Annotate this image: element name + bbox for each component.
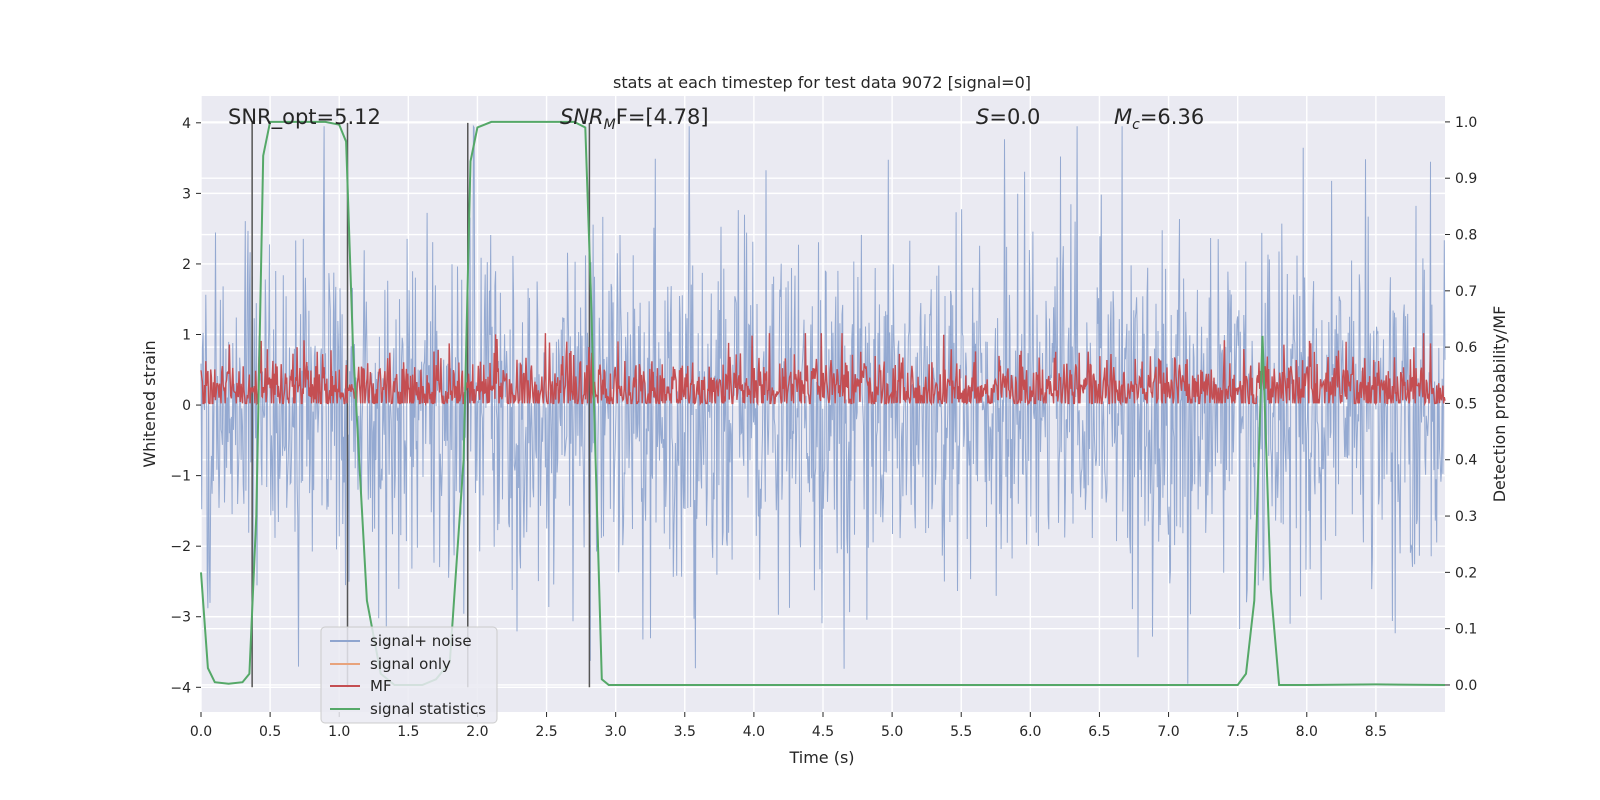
grid	[200, 96, 1445, 712]
legend-box	[320, 626, 498, 724]
x-tick-label: 3.0	[605, 724, 627, 740]
y-right-tick-label: 0.2	[1455, 565, 1477, 581]
y-tick-label: 0	[182, 398, 191, 414]
y-tick-label: −4	[170, 680, 191, 696]
annotation-s-symbol: S	[976, 105, 989, 129]
y-tick-label: 1	[182, 327, 191, 343]
x-tick-label: 4.0	[743, 724, 765, 740]
y-right-tick-label: 0.6	[1455, 340, 1477, 356]
legend: signal+ noise signal only MF signal stat…	[320, 626, 498, 724]
mf-line	[200, 333, 1446, 407]
y-right-tick-label: 0.9	[1455, 171, 1477, 187]
y-tick-label: −2	[170, 539, 191, 555]
legend-label-signal-noise: signal+ noise	[370, 632, 472, 650]
annotation-s-value: =0.0	[989, 105, 1040, 129]
x-tick-label: 0.0	[190, 724, 212, 740]
y-right-axis-ticks: 1.0 0.9 0.8 0.7 0.6 0.5 0.4 0.3 0.2 0.1 0.0	[1445, 115, 1477, 694]
y-tick-label: 3	[182, 186, 191, 202]
x-tick-label: 6.5	[1088, 724, 1110, 740]
chart-title: stats at each timestep for test data 907…	[613, 73, 1031, 92]
mf-series	[200, 333, 1446, 407]
annotation-mc-value: =6.36	[1140, 105, 1204, 129]
x-tick-label: 2.0	[466, 724, 488, 740]
x-tick-label: 5.0	[881, 724, 903, 740]
y-tick-label: 4	[182, 116, 191, 132]
signal-statistics-series	[200, 120, 1446, 686]
x-tick-label: 4.5	[812, 724, 834, 740]
y-tick-label: 2	[182, 257, 191, 273]
y-right-tick-label: 1.0	[1455, 115, 1477, 131]
annotation-snr-mf-value: F=[4.78]	[616, 105, 709, 129]
x-tick-label: 6.0	[1019, 724, 1041, 740]
y-right-tick-label: 0.0	[1455, 678, 1477, 694]
y-right-tick-label: 0.5	[1455, 396, 1477, 412]
x-tick-label: 7.5	[1227, 724, 1249, 740]
legend-label-mf: MF	[370, 677, 392, 695]
annotation-mc-symbol: M	[1114, 105, 1132, 129]
x-tick-label: 3.5	[674, 724, 696, 740]
legend-label-signal-statistics: signal statistics	[370, 700, 486, 718]
x-axis-ticks: 0.0 0.5 1.0 1.5 2.0 2.5 3.0 3.5 4.0 4.5 5.0 5.5 6.0 6…	[190, 712, 1387, 740]
x-tick-label: 8.0	[1296, 724, 1318, 740]
annotation-mc-subscript: c	[1132, 117, 1140, 133]
y-right-tick-label: 0.1	[1455, 622, 1477, 638]
annotation-snr-mf-subscript: M	[604, 117, 616, 133]
y-tick-label: −1	[170, 469, 191, 485]
y-right-tick-label: 0.3	[1455, 509, 1477, 525]
x-tick-label: 1.0	[328, 724, 350, 740]
annotation-snr-opt: SNR_opt=5.12	[228, 105, 381, 130]
legend-label-signal-only: signal only	[370, 655, 451, 673]
x-tick-label: 5.5	[950, 724, 972, 740]
x-tick-label: 8.5	[1365, 724, 1387, 740]
x-tick-label: 0.5	[259, 724, 281, 740]
x-tick-label: 2.5	[535, 724, 557, 740]
annotation-s: S=0.0	[976, 105, 1040, 129]
x-tick-label: 7.0	[1157, 724, 1179, 740]
y-axis-label: Whitened strain	[140, 340, 159, 467]
y-right-tick-label: 0.4	[1455, 453, 1477, 469]
annotation-snr-mf: SNRMF=[4.78]	[560, 105, 709, 133]
signal-statistics-line	[200, 120, 1446, 686]
y-right-tick-label: 0.8	[1455, 228, 1477, 244]
x-axis-label: Time (s)	[788, 748, 854, 767]
y-tick-label: −3	[170, 610, 191, 626]
x-tick-label: 1.5	[397, 724, 419, 740]
annotation-snr-mf-symbol: SNR	[560, 105, 604, 129]
y-axis-ticks: 4 3 2 1 0 −1 −2 −3 −4	[170, 116, 201, 696]
annotation-mc: Mc=6.36	[1114, 105, 1204, 133]
y-right-tick-label: 0.7	[1455, 284, 1477, 300]
y-right-axis-label: Detection probability/MF	[1490, 306, 1509, 503]
